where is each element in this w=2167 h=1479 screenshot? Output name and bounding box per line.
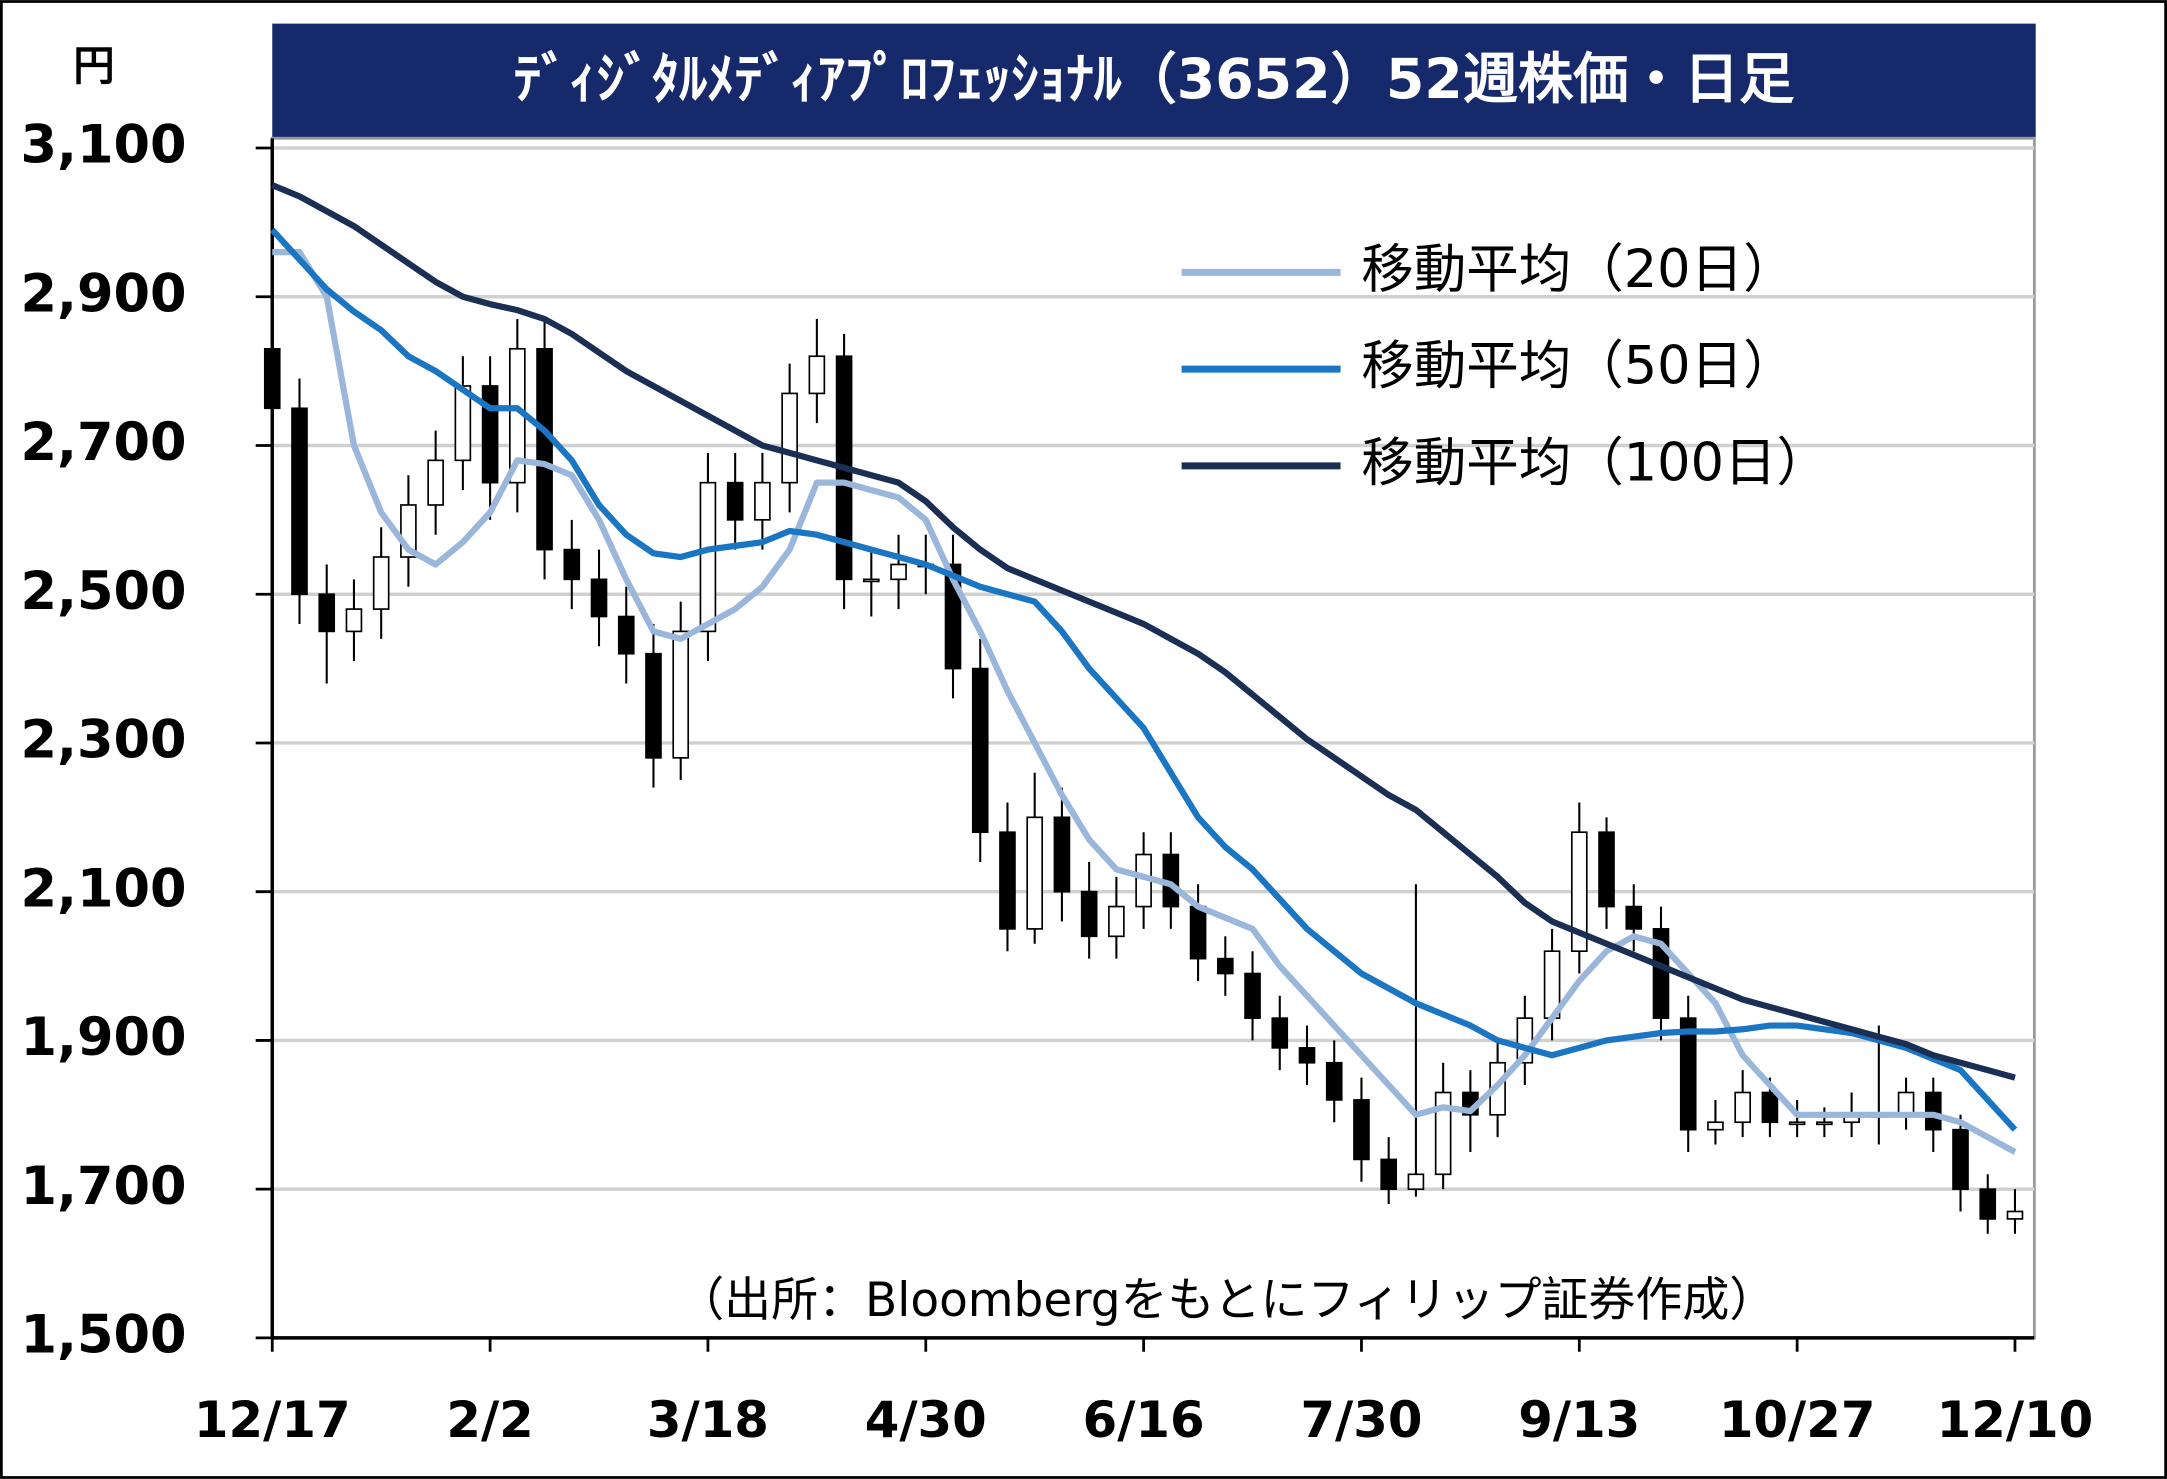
candle-body <box>1271 1017 1289 1049</box>
y-tick-label: 1,700 <box>21 1156 187 1217</box>
candle-body <box>1679 1017 1697 1131</box>
x-tick-label: 6/16 <box>1083 1391 1205 1449</box>
candle-body <box>536 347 553 551</box>
x-tick-label: 12/17 <box>194 1391 351 1449</box>
candle-body <box>672 630 690 759</box>
legend-label: 移動平均（100日） <box>1361 433 1829 494</box>
candle-body <box>1298 1047 1316 1064</box>
candle-body <box>1244 972 1261 1019</box>
x-tick-label: 10/27 <box>1719 1391 1876 1449</box>
moving-average-line <box>271 182 2016 1081</box>
candle-body <box>1897 1091 1915 1116</box>
candle-body <box>999 831 1016 930</box>
candle-body <box>1353 1099 1370 1161</box>
candle-body <box>863 578 880 583</box>
y-tick-label: 2,700 <box>21 412 187 473</box>
candle-body <box>1625 905 1643 930</box>
x-tick-label: 2/2 <box>446 1391 533 1449</box>
candle-body <box>481 385 499 484</box>
y-unit: 円 <box>73 42 114 90</box>
candle-body <box>427 459 444 506</box>
y-tick-label: 2,900 <box>21 263 187 324</box>
candle-body <box>1952 1128 1969 1191</box>
candle-body <box>890 563 907 581</box>
candle-body <box>1189 905 1207 960</box>
candle-body <box>699 481 717 633</box>
candle-body <box>971 667 989 834</box>
candle-body <box>1761 1091 1779 1124</box>
x-tick-label: 3/18 <box>647 1391 769 1449</box>
candle-body <box>454 385 472 462</box>
candle-body <box>1080 890 1098 938</box>
candle-body <box>1216 957 1234 975</box>
candle-body <box>291 407 308 596</box>
candle-body <box>1788 1121 1806 1126</box>
x-tick-label: 9/13 <box>1518 1391 1640 1449</box>
candle-body <box>754 481 771 521</box>
y-tick-label: 3,100 <box>21 115 187 176</box>
candle-body <box>1380 1158 1398 1191</box>
candle-body <box>1816 1121 1833 1126</box>
legend-label: 移動平均（50日） <box>1361 336 1795 397</box>
chart-title: ﾃﾞｨｼﾞﾀﾙﾒﾃﾞｨｱﾌﾟﾛﾌｪｯｼｮﾅﾙ（3652）52週株価・日足 <box>514 48 1795 112</box>
candle-body <box>563 548 581 581</box>
candle-body <box>808 355 826 395</box>
x-tick-label: 7/30 <box>1300 1391 1422 1449</box>
candle-body <box>781 392 798 484</box>
candle-body <box>1108 905 1125 938</box>
legend-label: 移動平均（20日） <box>1361 239 1795 300</box>
moving-average-line <box>272 249 2017 1155</box>
y-tick-label: 2,100 <box>21 858 187 919</box>
candle-body <box>726 481 744 521</box>
candle-body <box>1979 1188 1997 1220</box>
candle-body <box>263 347 281 410</box>
candle-body <box>345 608 363 633</box>
y-tick-label: 2,300 <box>21 710 187 771</box>
candle-body <box>617 615 635 655</box>
candle-body <box>318 593 336 633</box>
candle-body <box>1707 1121 1724 1131</box>
candle-body <box>2006 1210 2024 1220</box>
candle-body <box>1598 831 1615 908</box>
candle-body <box>1924 1091 1942 1131</box>
x-tick-label: 12/10 <box>1937 1391 2094 1449</box>
candle-body <box>1734 1091 1751 1124</box>
title-background <box>272 23 2036 137</box>
y-tick-label: 1,900 <box>21 1007 187 1068</box>
x-tick-label: 4/30 <box>865 1391 987 1449</box>
candle-body <box>1407 1173 1425 1191</box>
candle-body <box>645 652 662 759</box>
y-tick-label: 1,500 <box>21 1305 187 1366</box>
candle-body <box>1434 1091 1452 1176</box>
candle-body <box>1053 816 1071 893</box>
moving-average-line <box>269 227 2018 1132</box>
candle-body <box>372 556 390 610</box>
source-note: （出所：Bloombergをもとにフィリップ証券作成） <box>677 1273 1776 1328</box>
y-tick-label: 2,500 <box>21 561 187 622</box>
candle-body <box>1026 816 1044 930</box>
candle-body <box>1325 1061 1343 1101</box>
candle-body <box>590 578 608 618</box>
candle-body <box>1570 831 1588 953</box>
